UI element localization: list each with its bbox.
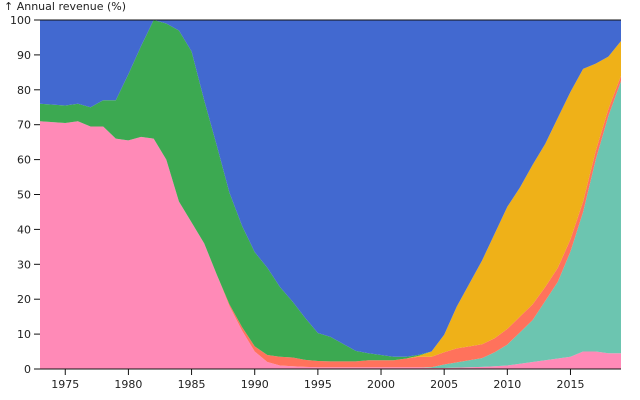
y-tick-label: 30 xyxy=(17,258,31,271)
x-tick-label: 2010 xyxy=(493,378,521,391)
x-tick-label: 1990 xyxy=(241,378,269,391)
x-tick-label: 1985 xyxy=(178,378,206,391)
x-tick-label: 2005 xyxy=(430,378,458,391)
x-tick-label: 1975 xyxy=(51,378,79,391)
area-series-1 xyxy=(40,121,621,370)
area-series-5 xyxy=(40,20,621,362)
area-series-2 xyxy=(40,81,621,368)
area-series-6 xyxy=(40,20,621,357)
y-tick-label: 10 xyxy=(17,328,31,341)
y-tick-label: 80 xyxy=(17,84,31,97)
y-tick-label: 100 xyxy=(10,14,31,27)
y-tick-label: 20 xyxy=(17,293,31,306)
x-tick-label: 2015 xyxy=(556,378,584,391)
area-series-group xyxy=(40,20,621,370)
y-axis-title: ↑ Annual revenue (%) xyxy=(4,0,126,13)
area-series-4 xyxy=(40,40,621,362)
y-tick-label: 40 xyxy=(17,223,31,236)
x-tick-label: 1980 xyxy=(114,378,142,391)
y-tick-label: 70 xyxy=(17,119,31,132)
y-tick-label: 60 xyxy=(17,154,31,167)
y-tick-label: 50 xyxy=(17,189,31,202)
x-tick-label: 2000 xyxy=(367,378,395,391)
y-tick-label: 90 xyxy=(17,49,31,62)
x-tick-label: 1995 xyxy=(304,378,332,391)
y-tick-label: 0 xyxy=(24,363,31,376)
axes-group: 0 10 20 30 40 50 60 70 80 90 100 1975 1980 1985 1990 19… xyxy=(10,14,621,391)
